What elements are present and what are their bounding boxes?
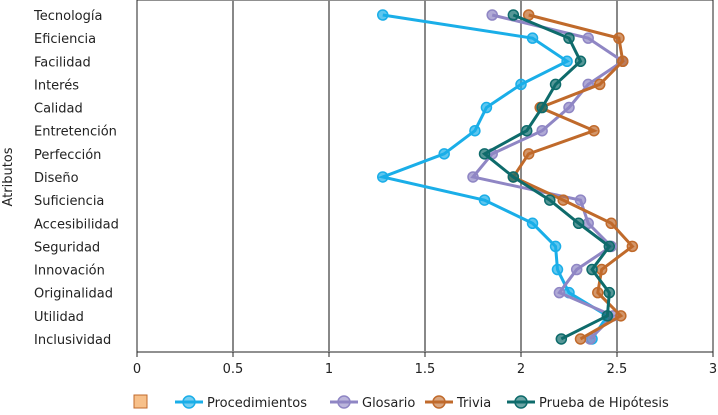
data-point xyxy=(570,263,583,276)
data-point xyxy=(574,194,587,206)
data-point xyxy=(595,263,608,276)
category-label: Interés xyxy=(34,78,79,93)
data-point xyxy=(603,286,616,299)
data-point xyxy=(617,55,629,68)
data-point xyxy=(467,171,479,183)
data-point xyxy=(507,171,520,183)
x-tick-label: 2.5 xyxy=(607,362,628,377)
data-point xyxy=(603,240,616,253)
legend-label: Glosario xyxy=(362,396,415,411)
category-label: Calidad xyxy=(34,102,83,117)
data-point xyxy=(549,78,562,91)
data-point xyxy=(469,124,481,137)
legend-label: Trivia xyxy=(456,396,491,411)
category-label: Utilidad xyxy=(34,310,84,325)
data-point xyxy=(551,263,564,276)
data-point xyxy=(526,217,539,230)
data-point xyxy=(555,333,568,345)
data-point xyxy=(522,148,535,160)
data-point xyxy=(574,333,587,345)
data-point xyxy=(486,9,498,21)
data-point xyxy=(582,32,594,44)
y-axis-label: Atributos xyxy=(1,147,16,206)
data-point xyxy=(438,148,450,160)
x-tick-label: 1.5 xyxy=(415,362,436,377)
data-point xyxy=(549,240,562,253)
data-point xyxy=(593,78,606,91)
x-tick-label: 0 xyxy=(133,362,141,377)
category-label: Entretención xyxy=(34,125,117,140)
data-point xyxy=(586,263,598,276)
legend-label: Prueba de Hipótesis xyxy=(539,396,669,411)
category-label: Facilidad xyxy=(34,55,91,70)
data-point xyxy=(605,217,617,230)
data-point xyxy=(515,78,527,91)
data-point xyxy=(588,124,600,137)
data-point xyxy=(536,101,548,114)
category-label: Inclusividad xyxy=(34,333,111,348)
category-label: Innovación xyxy=(34,264,105,279)
legend-marker xyxy=(337,395,351,409)
legend-marker xyxy=(432,395,446,409)
legend-marker xyxy=(514,395,528,409)
category-label: Eficiencia xyxy=(34,32,96,47)
data-point xyxy=(615,310,627,322)
x-tick-label: 2 xyxy=(517,362,525,377)
legend-swatch xyxy=(133,394,148,409)
data-point xyxy=(526,32,539,44)
category-label: Tecnología xyxy=(33,9,102,24)
data-point xyxy=(553,286,566,299)
data-point xyxy=(377,9,389,21)
data-point xyxy=(592,286,604,299)
data-point xyxy=(572,217,585,230)
category-label: Diseño xyxy=(34,171,79,186)
category-label: Seguridad xyxy=(34,240,100,255)
category-label: Suficiencia xyxy=(34,194,104,209)
data-point xyxy=(521,124,533,137)
data-point xyxy=(478,194,491,206)
series-glosario xyxy=(467,9,629,345)
category-label: Perfección xyxy=(34,148,101,163)
data-point xyxy=(626,240,639,253)
data-point xyxy=(478,148,491,160)
data-point xyxy=(536,124,548,137)
data-point xyxy=(561,55,573,68)
x-tick-label: 1 xyxy=(325,362,333,377)
data-point xyxy=(563,32,575,44)
data-point xyxy=(544,194,556,206)
data-point xyxy=(557,194,569,206)
series-prueba-de-hipótesis xyxy=(478,9,616,345)
legend-marker xyxy=(182,395,196,409)
category-label: Accesibilidad xyxy=(34,217,119,232)
category-label: Originalidad xyxy=(34,287,113,302)
data-point xyxy=(377,171,389,183)
data-point xyxy=(613,32,625,44)
x-tick-label: 3 xyxy=(709,362,717,377)
series-line xyxy=(481,13,612,341)
data-point xyxy=(601,310,614,322)
x-tick-label: 0.5 xyxy=(223,362,244,377)
data-point xyxy=(563,101,575,114)
data-point xyxy=(480,101,493,114)
data-point xyxy=(507,9,520,21)
legend-label: Procedimientos xyxy=(207,396,307,411)
data-point xyxy=(574,55,587,68)
